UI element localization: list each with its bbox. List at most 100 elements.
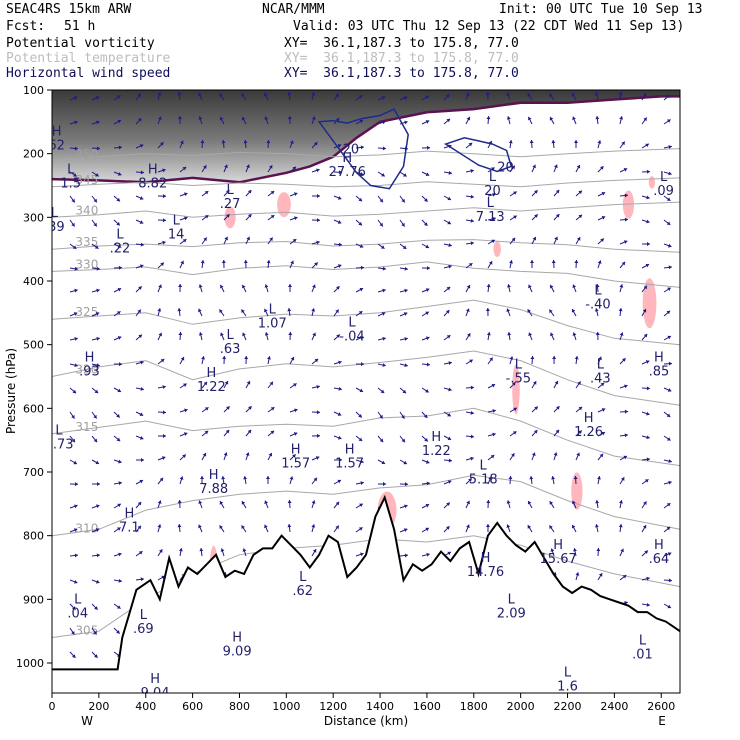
wind-vector [91,504,100,509]
wind-head [623,240,628,244]
wind-head [182,239,187,243]
wind-vector [135,525,142,533]
extremum-type: L [515,357,523,372]
isentrope-label: 330 [75,257,98,271]
wind-vector [135,457,145,462]
extremum-type: H [206,366,216,381]
wind-vector [549,116,555,125]
wind-vector [641,524,647,533]
wind-head [381,312,386,316]
wind-head [96,553,100,558]
wind-vector [619,476,625,485]
wind-head [571,309,576,313]
wind-vector [597,238,605,245]
wind-vector [443,309,450,317]
wind-vector [201,237,208,245]
wind-vector [443,219,452,225]
wind-vector [91,243,99,250]
wind-head [316,384,320,389]
wind-vector [595,116,600,125]
wind-vector [69,243,77,250]
wind-head [73,173,77,177]
wind-vector [91,528,100,533]
wind-vector [663,480,672,485]
wind-head [335,309,339,314]
extremum-value: 1.6 [557,679,578,694]
wind-vector [399,243,407,250]
wind-vector [311,262,319,269]
extremum-type: L [597,357,605,372]
wind-vector [641,478,649,485]
wind-vector [641,195,650,200]
wind-vector [311,332,316,341]
wind-vector [641,550,649,557]
wind-head [290,260,294,265]
wind-head [264,524,268,529]
wind-head [666,526,671,531]
wind-head [507,332,512,336]
wind-vector [641,411,650,416]
wind-vector [91,627,97,635]
wind-head [470,169,474,173]
wind-vector [573,548,577,557]
wind-head [93,438,98,443]
wind-head [162,168,166,173]
wind-head [646,386,650,391]
wind-head [117,172,122,176]
wind-vector [465,142,473,149]
wind-head [178,548,183,552]
wind-head [468,263,473,267]
wind-head [646,435,650,440]
wind-head [643,333,648,338]
wind-vector [113,435,121,442]
wind-head [531,452,536,457]
extremum-type: L [480,459,488,474]
isentrope-line [52,177,680,188]
wind-vector [135,170,145,175]
wind-head [95,528,100,532]
wind-vector [619,217,629,222]
wind-vector [663,459,672,464]
wind-vector [465,359,474,365]
pv-blob [622,190,635,219]
wind-vector [551,476,556,485]
wind-head [117,287,122,292]
isentrope-label: 325 [75,305,98,319]
wind-vector [619,384,628,389]
wind-vector [443,435,452,441]
forecast-hours: 51 h [64,19,96,34]
wind-head [380,389,385,394]
wind-vector [69,651,76,659]
wind-head [158,332,162,337]
wind-vector [179,238,187,245]
wind-vector [399,482,409,487]
wind-head [117,527,121,531]
wind-head [512,382,516,386]
wind-head [246,236,250,241]
extremum-type: L [348,315,356,330]
extremum-value: 2.09 [497,606,526,621]
wind-head [595,284,600,288]
wind-head [359,388,364,393]
wind-head [470,385,474,390]
wind-head [139,435,144,440]
wind-head [335,525,339,530]
wind-head [446,118,451,123]
wind-head [137,501,142,506]
wind-vector [421,120,430,125]
wind-head [118,552,122,557]
wind-vector [553,380,559,389]
wind-head [269,237,273,242]
wind-head [337,479,341,484]
wind-head [338,386,342,391]
wind-vector [135,386,144,391]
wind-vector [311,168,320,173]
wind-vector [443,387,452,392]
wind-head [425,527,429,532]
wind-head [268,165,273,169]
wind-vector [289,356,295,365]
wind-head [335,501,340,506]
wind-head [225,190,230,194]
wind-vector [157,194,167,199]
x-tick-label: 2600 [647,700,675,713]
